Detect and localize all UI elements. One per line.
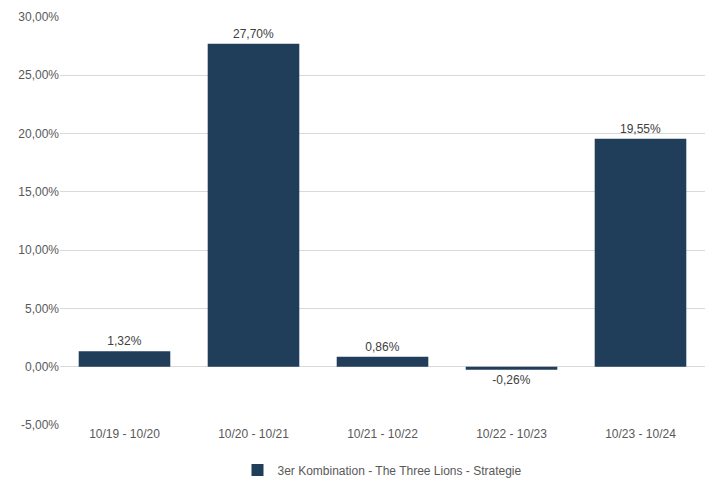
svg-text:25,00%: 25,00%	[18, 68, 59, 82]
svg-text:15,00%: 15,00%	[18, 185, 59, 199]
svg-text:1,32%: 1,32%	[107, 334, 141, 348]
svg-text:10/21 - 10/22: 10/21 - 10/22	[347, 427, 418, 441]
svg-text:10/19 - 10/20: 10/19 - 10/20	[89, 427, 160, 441]
svg-text:5,00%: 5,00%	[25, 302, 59, 316]
svg-text:10/22 - 10/23: 10/22 - 10/23	[476, 427, 547, 441]
svg-text:3er Kombination - The Three Li: 3er Kombination - The Three Lions - Stra…	[278, 464, 522, 478]
svg-text:0,00%: 0,00%	[25, 360, 59, 374]
svg-text:10,00%: 10,00%	[18, 243, 59, 257]
svg-text:30,00%: 30,00%	[18, 10, 59, 24]
svg-text:19,55%: 19,55%	[620, 122, 661, 136]
svg-text:27,70%: 27,70%	[233, 27, 274, 41]
svg-text:0,86%: 0,86%	[365, 340, 399, 354]
svg-text:10/23 - 10/24: 10/23 - 10/24	[605, 427, 676, 441]
svg-text:-0,26%: -0,26%	[492, 373, 530, 387]
svg-text:20,00%: 20,00%	[18, 127, 59, 141]
svg-text:-5,00%: -5,00%	[21, 418, 59, 432]
svg-text:10/20 - 10/21: 10/20 - 10/21	[218, 427, 289, 441]
